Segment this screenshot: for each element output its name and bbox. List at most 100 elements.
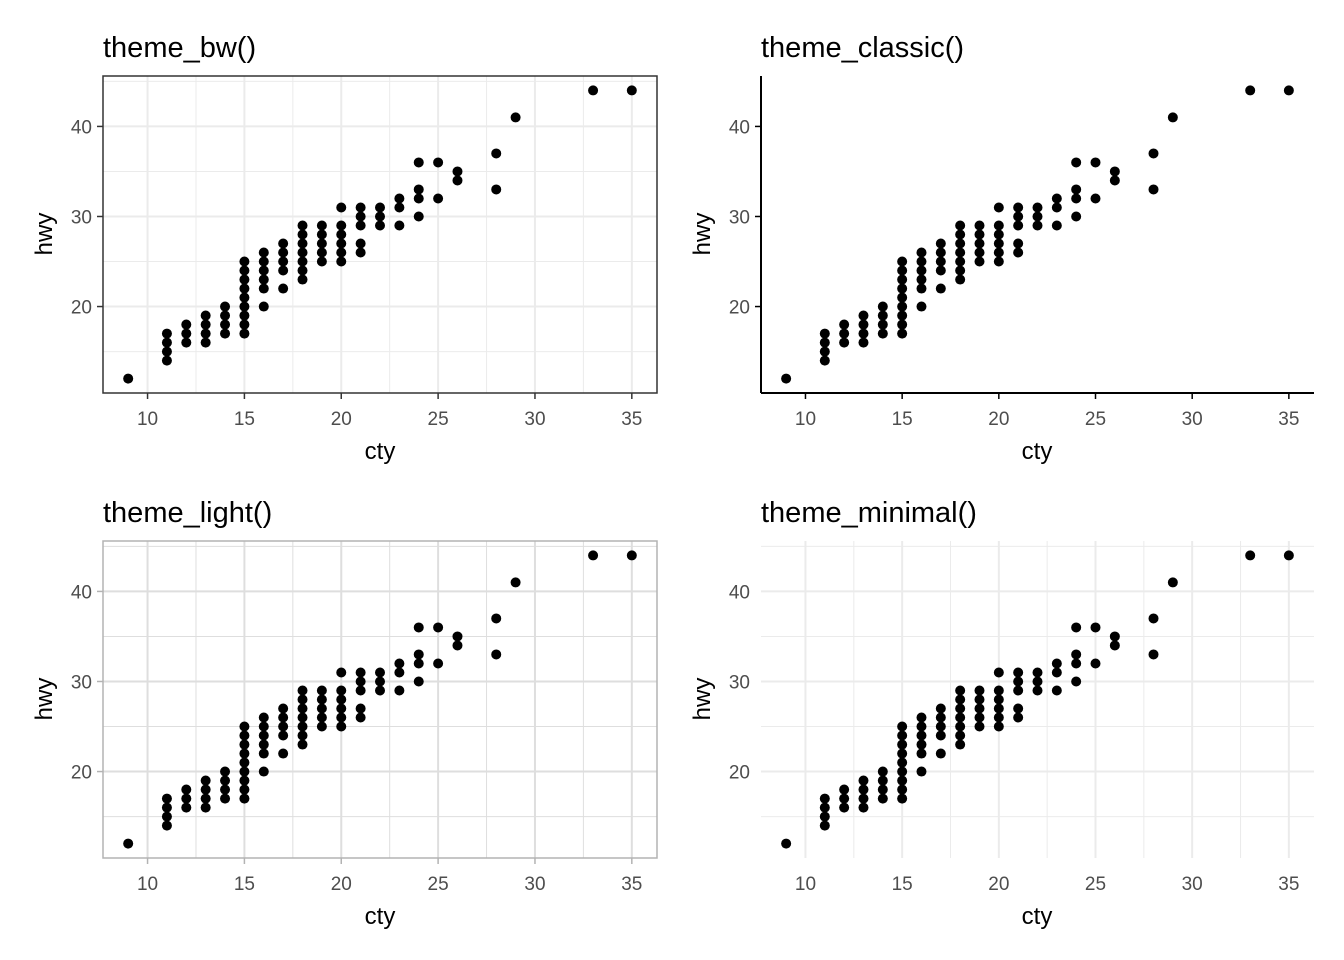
y-tick-label: 20 [729, 763, 750, 784]
data-point [258, 748, 269, 759]
data-point [1051, 193, 1062, 204]
data-point [239, 256, 250, 267]
data-point [355, 676, 366, 687]
data-point [375, 676, 385, 687]
data-point [1013, 667, 1024, 678]
data-point [1051, 667, 1062, 678]
x-tick-label: 10 [137, 874, 158, 895]
data-point [916, 301, 927, 312]
data-point [278, 256, 289, 267]
data-point [1109, 166, 1120, 177]
data-point [278, 703, 289, 714]
data-point [200, 802, 211, 813]
data-point [955, 685, 966, 696]
data-point [897, 721, 908, 732]
data-point [858, 319, 869, 330]
data-point [916, 265, 927, 276]
axes: 10 15 20 25 30 35 20 30 40 [71, 117, 643, 430]
data-point [839, 784, 850, 795]
data-point [877, 328, 888, 339]
y-tick-label: 40 [729, 117, 750, 138]
data-point [993, 721, 1004, 732]
data-point [1148, 613, 1159, 624]
panel-title: theme_bw() [103, 32, 256, 64]
data-point [375, 220, 385, 231]
data-point [955, 265, 966, 276]
data-point [877, 310, 888, 321]
data-point [375, 211, 385, 222]
data-point [355, 667, 366, 678]
data-point [336, 238, 347, 249]
data-point [935, 247, 946, 258]
axes: 10 15 20 25 30 35 20 30 40 [729, 582, 1300, 895]
data-point [452, 166, 463, 177]
data-point [1032, 211, 1043, 222]
data-point [1071, 676, 1082, 687]
data-point [1283, 550, 1294, 561]
data-point [220, 775, 231, 786]
data-point [200, 775, 211, 786]
data-point [897, 292, 908, 303]
data-point [1245, 85, 1256, 96]
x-axis-title: cty [1022, 903, 1053, 930]
data-point [355, 220, 366, 231]
data-point [394, 220, 405, 231]
data-point [1032, 220, 1043, 231]
data-point [413, 622, 424, 633]
data-point [974, 721, 985, 732]
data-point [413, 211, 424, 222]
x-tick-label: 10 [137, 409, 158, 430]
data-point [239, 310, 250, 321]
data-point [200, 328, 211, 339]
data-point [200, 337, 211, 348]
data-point [877, 775, 888, 786]
data-point [974, 220, 985, 231]
y-tick-label: 30 [729, 207, 750, 228]
data-point [935, 283, 946, 294]
data-point [1148, 649, 1159, 660]
data-point [258, 283, 269, 294]
data-point [316, 220, 327, 231]
data-point [588, 85, 599, 96]
data-point [316, 247, 327, 258]
data-point [258, 256, 269, 267]
data-point [993, 256, 1004, 267]
data-point [258, 712, 269, 723]
data-point [336, 703, 347, 714]
data-point [278, 283, 289, 294]
panel-border [102, 75, 658, 394]
data-point [1032, 202, 1043, 213]
data-point [258, 265, 269, 276]
data-point [375, 685, 385, 696]
data-point [839, 328, 850, 339]
data-point [993, 229, 1004, 240]
data-point [258, 721, 269, 732]
data-point [510, 577, 521, 588]
data-point [1013, 202, 1024, 213]
data-point [239, 265, 250, 276]
data-point [297, 739, 308, 750]
data-point [394, 193, 405, 204]
data-point [394, 685, 405, 696]
data-point [1148, 148, 1159, 159]
data-point [413, 193, 424, 204]
data-point [1090, 193, 1101, 204]
data-point [1032, 676, 1043, 687]
data-point [897, 784, 908, 795]
data-point [336, 712, 347, 723]
data-point [220, 784, 231, 795]
data-point [974, 238, 985, 249]
x-tick-label: 25 [1085, 874, 1106, 895]
data-point [278, 247, 289, 258]
data-point [955, 274, 966, 285]
data-point [239, 748, 250, 759]
data-point [1090, 157, 1101, 168]
data-point [1071, 184, 1082, 195]
x-tick-label: 15 [234, 409, 255, 430]
panel-title: theme_light() [103, 497, 272, 529]
data-point [935, 238, 946, 249]
data-point [297, 685, 308, 696]
scatter-points [781, 85, 1294, 384]
data-point [897, 283, 908, 294]
data-point [297, 247, 308, 258]
